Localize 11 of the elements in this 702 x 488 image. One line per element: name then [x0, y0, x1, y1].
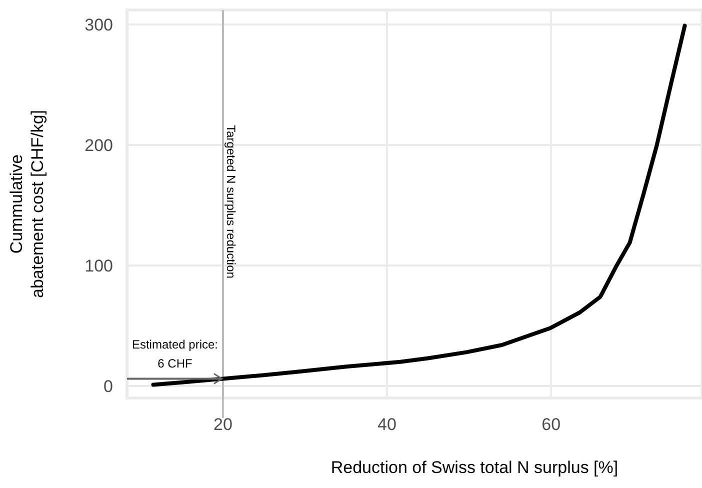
- ref-line-label: Targeted N surplus reduction: [224, 125, 238, 278]
- x-tick-label: 60: [542, 415, 561, 434]
- x-axis-title: Reduction of Swiss total N surplus [%]: [330, 458, 618, 477]
- x-tick-label: 20: [214, 415, 232, 434]
- y-tick-label: 200: [84, 136, 113, 155]
- annotation: Estimated price: 6 CHF: [132, 338, 218, 371]
- y-tick-label: 100: [84, 256, 113, 276]
- y-tick-label: 300: [84, 15, 113, 34]
- x-tick-label: 40: [378, 415, 396, 434]
- y-axis-title: Cummulative abatement cost [CHF/kg]: [7, 110, 47, 298]
- y-tick-label: 0: [104, 376, 113, 396]
